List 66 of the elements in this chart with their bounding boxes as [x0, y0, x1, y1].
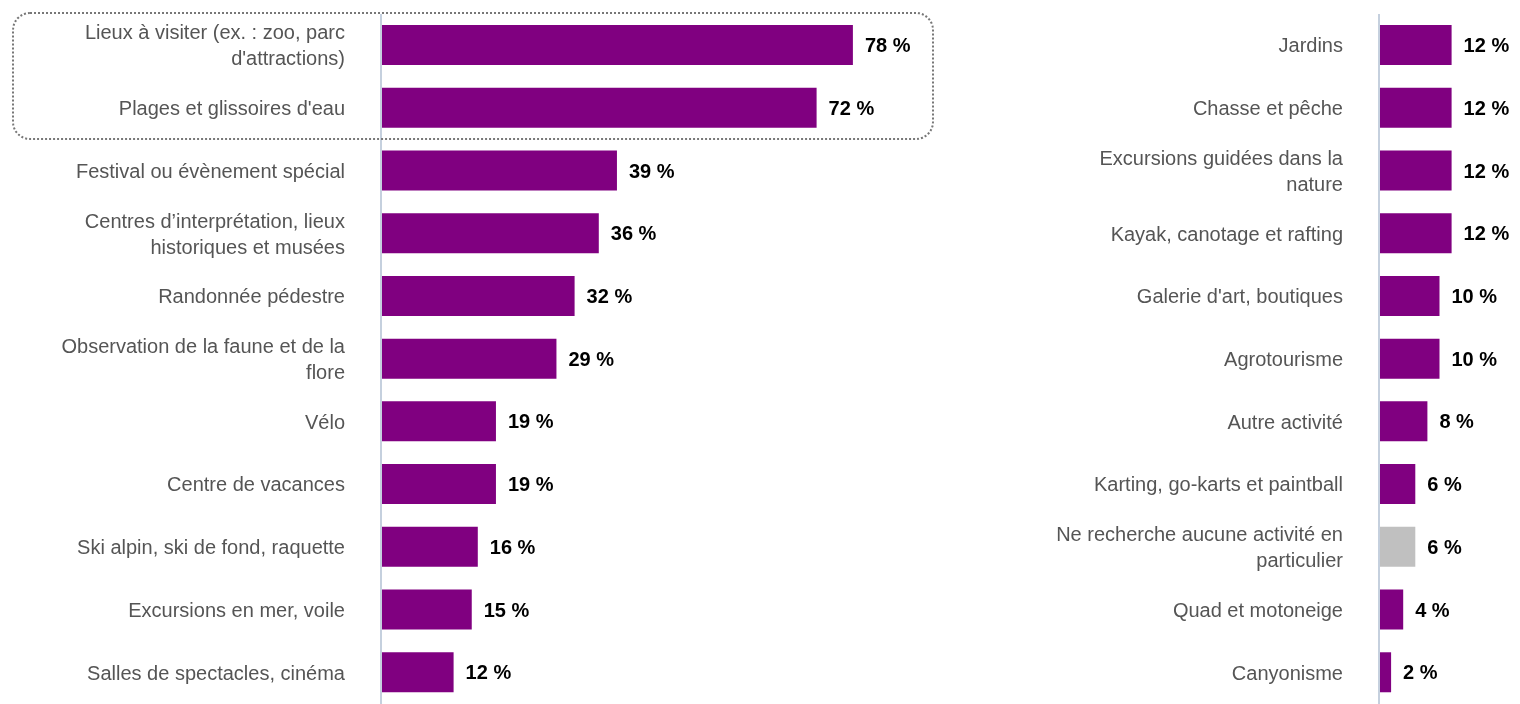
data-label: 8 % — [1439, 410, 1475, 433]
data-label: 2 % — [1403, 661, 1438, 684]
bar — [381, 526, 478, 567]
bar — [381, 652, 454, 693]
y-tick-label: Centre de vacances — [167, 473, 345, 496]
data-label: 12 % — [1463, 96, 1510, 119]
data-label: 6 % — [1427, 535, 1462, 558]
data-label: 19 % — [507, 473, 554, 496]
bar — [1379, 464, 1416, 505]
y-tick-label: Karting, go-karts et paintball — [1093, 473, 1343, 496]
y-tick-label: Galerie d'art, boutiques — [1136, 285, 1343, 308]
y-tick-label: Quad et motoneige — [1172, 598, 1343, 621]
data-label: 36 % — [610, 222, 657, 245]
y-tick-label: Canyonisme — [1231, 661, 1343, 684]
y-tick-label: Ski alpin, ski de fond, raquette — [77, 536, 345, 559]
y-tick-label: Centres d’interprétation, lieux historiques et musées — [84, 209, 345, 258]
data-label: 19 % — [507, 410, 554, 433]
bar — [381, 589, 472, 630]
data-label: 29 % — [568, 347, 615, 370]
y-tick-label: Plages et glissoires d'eau — [118, 97, 345, 120]
y-tick-label: Randonnée pédestre — [158, 285, 345, 308]
y-tick-label: Salles de spectacles, cinéma — [87, 661, 346, 684]
data-label: 10 % — [1451, 347, 1498, 370]
bar — [381, 275, 575, 316]
y-tick-label: Autre activité — [1227, 410, 1343, 433]
data-label: 15 % — [483, 598, 530, 621]
y-tick-label: Excursions en mer, voile — [128, 598, 345, 621]
bar — [381, 25, 853, 65]
y-tick-label: Observation de la faune et de la flore — [61, 335, 346, 383]
data-label: 16 % — [489, 535, 536, 558]
y-tick-label: Excursions guidées dans la nature — [1099, 146, 1344, 195]
y-tick-label: Festival ou évènement spécial — [75, 159, 345, 182]
data-label: 12 % — [465, 661, 512, 684]
data-label: 6 % — [1427, 473, 1462, 496]
bar — [1379, 25, 1452, 65]
y-tick-label: Chasse et pêche — [1192, 97, 1343, 120]
data-label: 39 % — [628, 159, 675, 182]
y-tick-label: Lieux à visiter (ex. : zoo, parc d'attractions) — [84, 21, 345, 70]
data-label: 4 % — [1415, 598, 1450, 621]
bar — [381, 338, 557, 379]
y-tick-label: Kayak, canotage et rafting — [1110, 222, 1343, 245]
y-tick-label: Jardins — [1278, 34, 1343, 57]
data-label: 72 % — [828, 96, 875, 119]
bar — [381, 150, 617, 191]
bar — [381, 464, 496, 505]
y-tick-label: Vélo — [304, 410, 345, 433]
bar — [381, 401, 496, 442]
data-label: 12 % — [1463, 159, 1510, 182]
bar — [1379, 589, 1404, 630]
bar — [1379, 87, 1452, 128]
bar — [381, 213, 599, 254]
data-label: 78 % — [864, 34, 911, 57]
data-label: 12 % — [1463, 222, 1510, 245]
data-label: 32 % — [586, 285, 633, 308]
bar — [1379, 338, 1440, 379]
bar — [1379, 150, 1452, 191]
y-tick-label: Ne recherche aucune activité en particulier — [1056, 523, 1344, 572]
data-label: 10 % — [1451, 285, 1498, 308]
data-label: 12 % — [1463, 34, 1510, 57]
bar — [381, 87, 817, 128]
bar — [1379, 526, 1416, 567]
bar — [1379, 213, 1452, 254]
bar — [1379, 401, 1428, 442]
bar — [1379, 652, 1392, 693]
y-tick-label: Agrotourisme — [1224, 348, 1343, 370]
bar — [1379, 275, 1440, 316]
